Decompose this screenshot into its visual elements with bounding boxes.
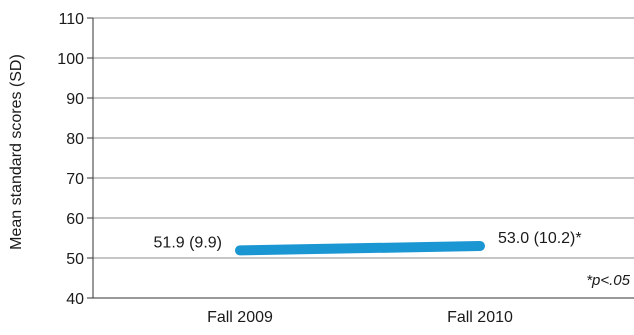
series-line [235, 241, 485, 256]
y-tick-label: 100 [57, 51, 84, 68]
y-tick-label: 40 [66, 291, 84, 308]
data-point [239, 249, 241, 251]
y-tick-label: 70 [66, 171, 84, 188]
data-label: 53.0 (10.2)* [498, 230, 582, 247]
x-tick-label: Fall 2010 [447, 309, 513, 326]
gridlines [93, 17, 634, 259]
data-point [479, 245, 481, 247]
y-tick-label: 110 [58, 11, 84, 28]
x-tick-label: Fall 2009 [207, 309, 273, 326]
data-labels: 51.9 (9.9) 53.0 (10.2)* [154, 230, 582, 251]
tick-labels: 40 50 60 70 80 90 100 110 Fall 2009 Fall 2010 [57, 11, 513, 326]
significance-note: *p<.05 [586, 272, 630, 289]
y-tick-label: 80 [66, 131, 84, 148]
y-axis-title: Mean standard scores (SD) [8, 54, 25, 250]
y-tick-label: 50 [66, 251, 84, 268]
data-label: 51.9 (9.9) [154, 234, 222, 251]
y-tick-label: 90 [66, 91, 84, 108]
y-tick-label: 60 [66, 211, 84, 228]
series-lines [235, 241, 485, 256]
axes [87, 17, 634, 299]
